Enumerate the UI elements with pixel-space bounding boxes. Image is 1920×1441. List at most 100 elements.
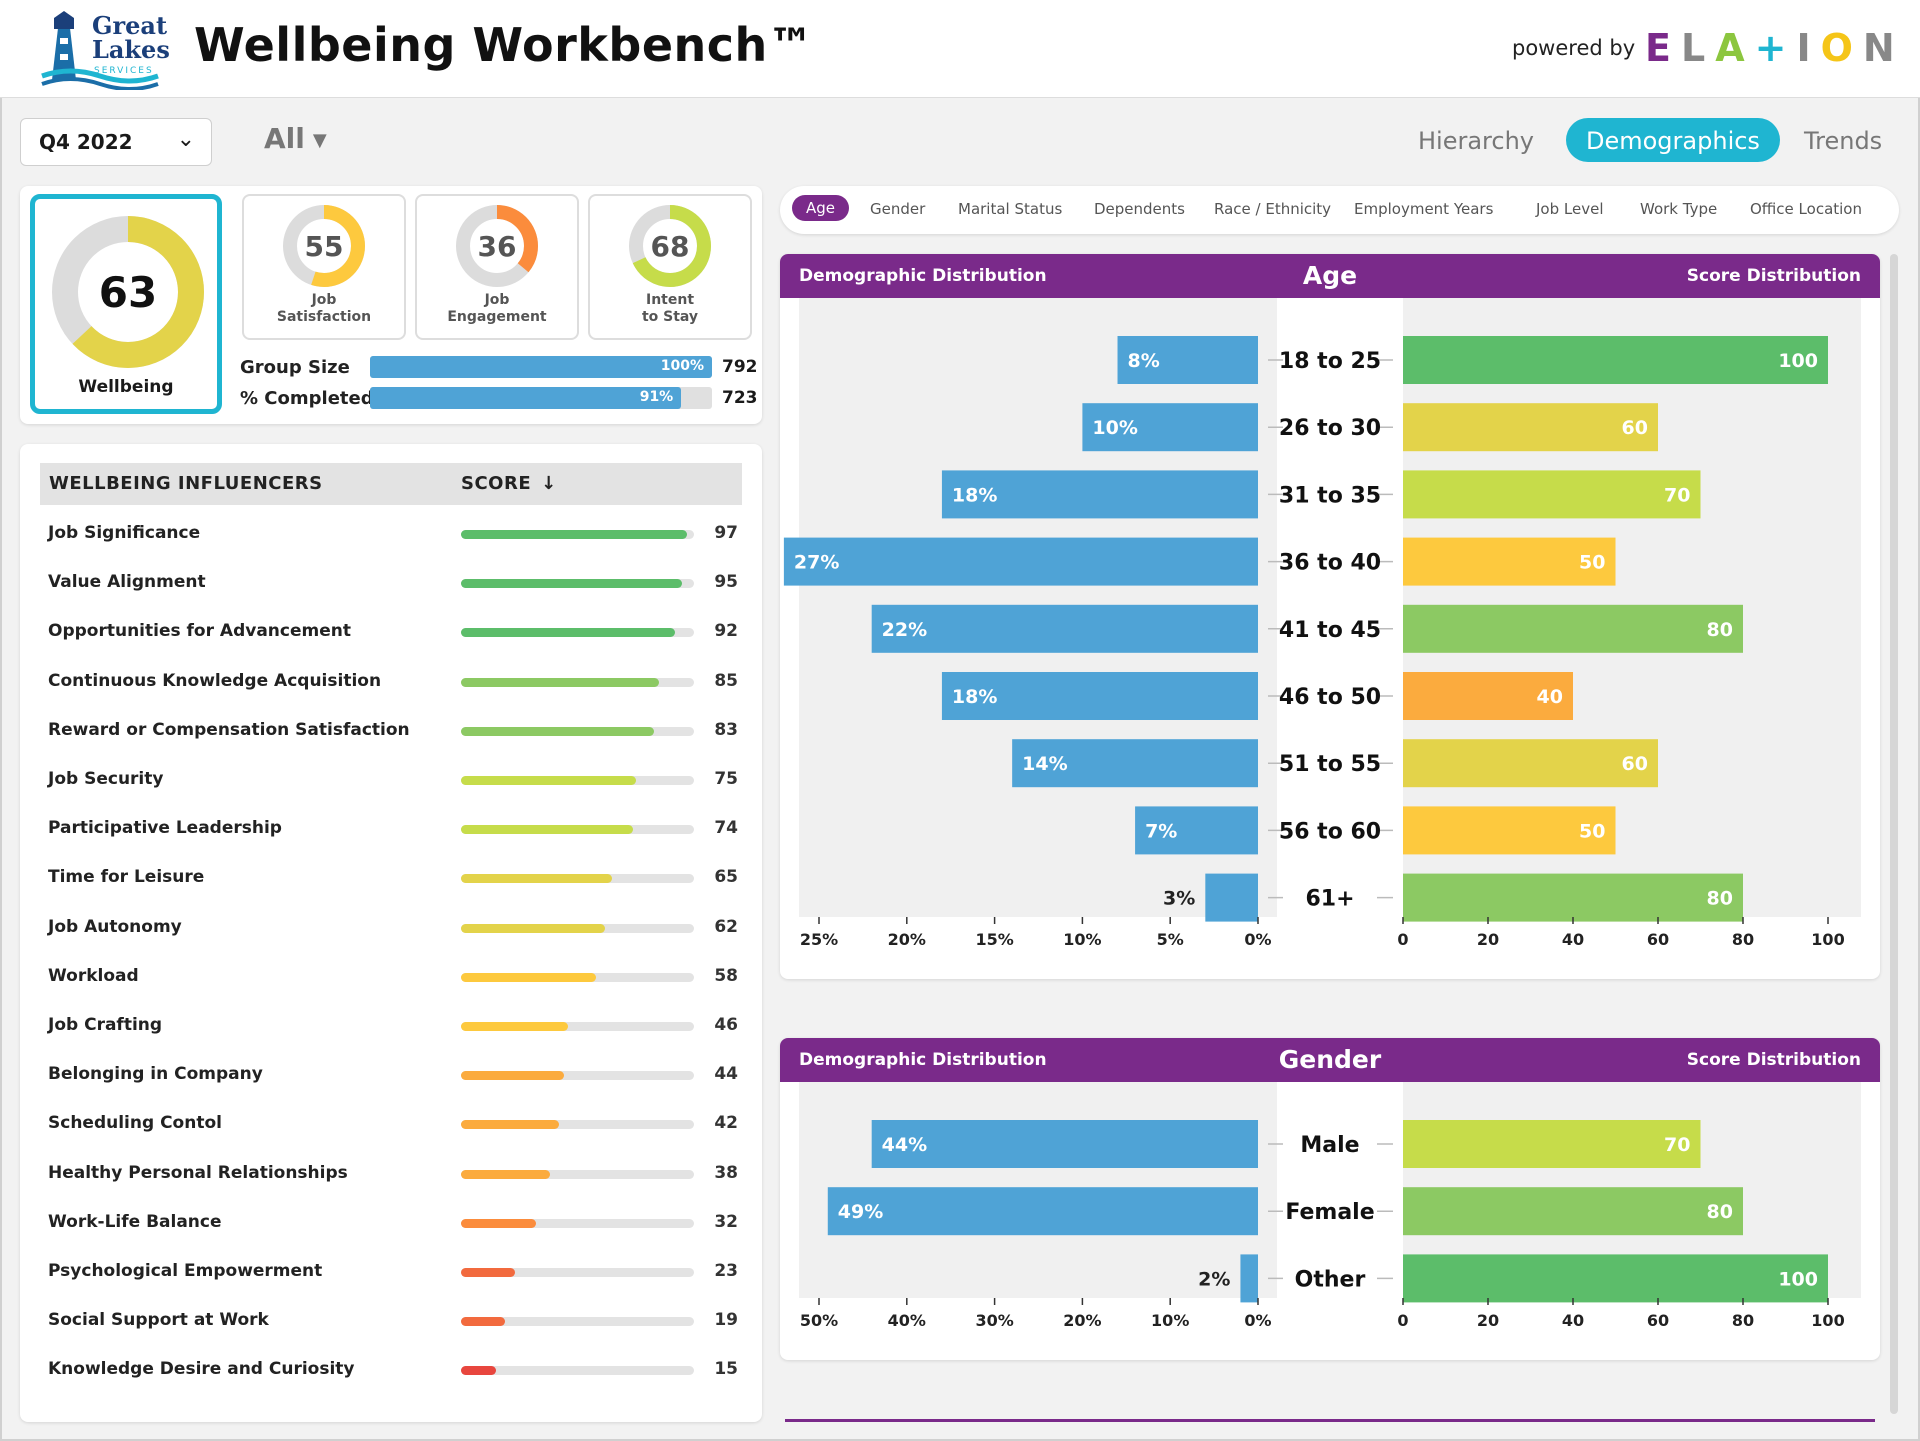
- influencer-score-fill: [461, 1366, 496, 1376]
- right-axis-tick-label: 100: [1811, 1311, 1844, 1330]
- category-label: 46 to 50: [1279, 685, 1381, 710]
- influencer-score: 95: [714, 572, 738, 593]
- tab-age[interactable]: Age: [792, 195, 850, 221]
- distribution-bar: [1240, 1254, 1258, 1303]
- influencer-row[interactable]: Psychological Empowerment 23: [40, 1261, 742, 1310]
- influencer-row[interactable]: Time for Leisure 65: [40, 867, 742, 916]
- quarter-select[interactable]: Q4 2022 ⌄: [20, 118, 212, 166]
- influencer-name: Reward or Compensation Satisfaction: [48, 719, 410, 740]
- influencer-score-bar: [461, 825, 694, 835]
- chart-right-title: Score Distribution: [1686, 1050, 1861, 1070]
- score-bar: [1403, 1254, 1828, 1303]
- completed-label: % Completed: [240, 388, 374, 409]
- lighthouse-icon: [41, 11, 159, 91]
- job-engagement-card[interactable]: 36 Job Engagement: [415, 194, 579, 340]
- influencer-row[interactable]: Participative Leadership 74: [40, 818, 742, 867]
- influencer-row[interactable]: Value Alignment 95: [40, 572, 742, 621]
- distribution-label: 7%: [1145, 820, 1177, 842]
- category-label-bg: [1283, 748, 1377, 779]
- category-label-bg: [1283, 815, 1377, 846]
- tab-gender[interactable]: Gender: [870, 200, 926, 218]
- elation-logo: ELA+ION: [1645, 26, 1905, 70]
- tab-job-level[interactable]: Job Level: [1536, 200, 1604, 218]
- influencer-score: 42: [714, 1113, 738, 1134]
- influencer-row[interactable]: Continuous Knowledge Acquisition 85: [40, 671, 742, 720]
- tab-work-type[interactable]: Work Type: [1640, 200, 1718, 218]
- right-axis-tick-label: 0: [1397, 1311, 1408, 1330]
- tab-demographics[interactable]: Demographics: [1566, 118, 1780, 162]
- age-chart-panel: Age Demographic Distribution Score Distrib…: [780, 254, 1880, 979]
- tab-marital-status[interactable]: Marital Status: [958, 200, 1063, 218]
- distribution-label: 3%: [1163, 888, 1195, 910]
- chart-title: Gender: [1278, 1045, 1382, 1074]
- distribution-label: 18%: [952, 686, 997, 708]
- influencer-row[interactable]: Work-Life Balance 32: [40, 1212, 742, 1261]
- right-axis-tick-label: 100: [1811, 930, 1844, 949]
- influencer-score-fill: [461, 530, 687, 539]
- influencer-row[interactable]: Job Autonomy 62: [40, 917, 742, 966]
- influencer-row[interactable]: Reward or Compensation Satisfaction 83: [40, 720, 742, 769]
- right-axis-tick-label: 20: [1477, 930, 1499, 949]
- tab-race-ethnicity[interactable]: Race / Ethnicity: [1214, 200, 1332, 218]
- influencer-row[interactable]: Healthy Personal Relationships 38: [40, 1163, 742, 1212]
- influencer-score: 62: [714, 916, 738, 937]
- influencer-name: Knowledge Desire and Curiosity: [48, 1359, 355, 1380]
- powered-by-label: powered by: [1512, 36, 1636, 60]
- influencer-row[interactable]: Job Security 75: [40, 769, 742, 818]
- influencer-name: Job Autonomy: [48, 916, 182, 937]
- category-label-bg: [1283, 345, 1377, 375]
- group-size-value: 792: [722, 357, 758, 377]
- age-chart: 8% 100 18 to 25 10% 60 26 to 30 18% 70 31 to 35 2…: [783, 298, 1861, 949]
- job-satisfaction-label-line2: Satisfaction: [276, 309, 372, 325]
- category-label: 51 to 55: [1279, 752, 1381, 777]
- job-satisfaction-card[interactable]: 55 Job Satisfaction: [242, 194, 406, 340]
- wellbeing-card[interactable]: 63 Wellbeing: [30, 194, 222, 414]
- category-label: 31 to 35: [1279, 483, 1381, 508]
- influencers-header-score[interactable]: SCORE ↓: [461, 473, 557, 494]
- score-bar: [1403, 336, 1828, 384]
- influencer-row[interactable]: Job Significance 97: [40, 523, 742, 572]
- category-label-bg: [1283, 1263, 1377, 1294]
- influencer-row[interactable]: Job Crafting 46: [40, 1015, 742, 1064]
- influencer-score-fill: [461, 1317, 506, 1327]
- tab-dependents[interactable]: Dependents: [1094, 200, 1185, 218]
- influencer-score-fill: [461, 1268, 515, 1277]
- arrow-down-icon: ↓: [541, 473, 557, 494]
- influencer-score-fill: [461, 1218, 536, 1228]
- tab-trends[interactable]: Trends: [1804, 127, 1883, 155]
- tab-office-location[interactable]: Office Location: [1750, 200, 1862, 218]
- influencer-score-fill: [461, 1169, 550, 1179]
- influencer-row[interactable]: Knowledge Desire and Curiosity 15: [40, 1359, 742, 1408]
- influencer-row[interactable]: Workload 58: [40, 966, 742, 1015]
- intent-to-stay-label-line2: to Stay: [641, 309, 699, 325]
- influencer-row[interactable]: Opportunities for Advancement 92: [40, 621, 742, 670]
- influencer-score-bar: [461, 1268, 694, 1277]
- tab-hierarchy[interactable]: Hierarchy: [1418, 127, 1535, 155]
- score-label: 80: [1707, 619, 1733, 641]
- left-axis-tick-label: 5%: [1157, 930, 1184, 949]
- category-label: Other: [1295, 1267, 1366, 1292]
- distribution-bar: [941, 672, 1258, 720]
- influencer-score-fill: [461, 825, 634, 835]
- influencer-score-fill: [461, 628, 676, 638]
- distribution-bar: [871, 604, 1258, 653]
- influencer-row[interactable]: Social Support at Work 19: [40, 1310, 742, 1359]
- influencer-score-bar: [461, 1169, 694, 1179]
- tab-employment-years[interactable]: Employment Years: [1354, 200, 1494, 218]
- influencer-row[interactable]: Scheduling Contol 42: [40, 1113, 742, 1162]
- influencer-score: 97: [714, 523, 738, 543]
- influencer-score: 15: [714, 1359, 738, 1380]
- right-axis-tick-label: 20: [1477, 1311, 1499, 1330]
- scrollbar[interactable]: [1890, 254, 1898, 1414]
- left-axis-tick-label: 10%: [1151, 1311, 1189, 1330]
- influencer-score-fill: [461, 1120, 559, 1130]
- intent-to-stay-label: Intent to Stay: [590, 292, 750, 326]
- influencer-score: 32: [714, 1211, 738, 1232]
- influencer-score-fill: [461, 1022, 569, 1031]
- category-label-bg: [1283, 546, 1377, 577]
- influencer-row[interactable]: Belonging in Company 44: [40, 1064, 742, 1113]
- influencer-score-bar: [461, 579, 694, 589]
- influencer-score: 92: [714, 621, 738, 642]
- intent-to-stay-card[interactable]: 68 Intent to Stay: [588, 194, 752, 340]
- filter-select[interactable]: All ▼: [264, 122, 327, 155]
